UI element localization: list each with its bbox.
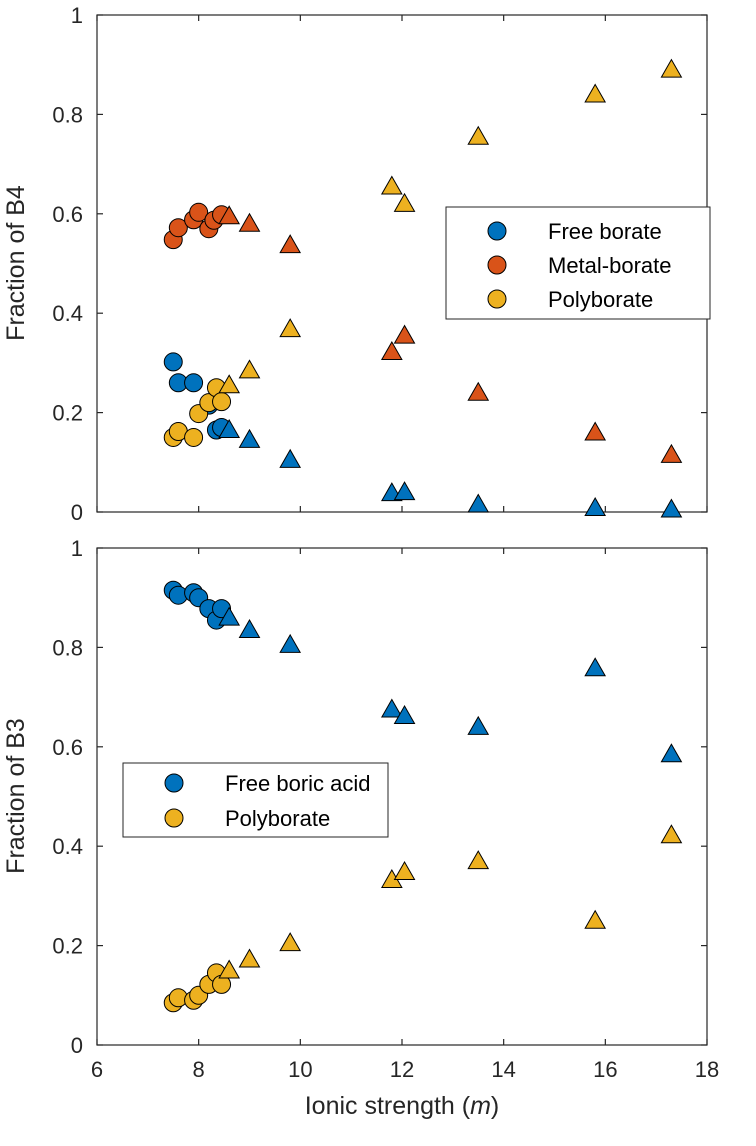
bottom-point-triangle-free-boric-acid <box>467 715 490 735</box>
bottom-y-tick-label: 0 <box>71 1033 83 1058</box>
top-point-triangle-free-borate <box>393 481 416 501</box>
bottom-y-tick-label: 0.2 <box>52 934 83 959</box>
bottom-y-axis-title: Fraction of B3 <box>2 718 30 874</box>
top-point-triangle-polyborate <box>393 192 416 212</box>
bottom-ticks: 00.20.40.60.816 8 10 12 14 16 18 <box>52 536 719 1082</box>
top-point-triangle-free-borate <box>660 498 683 518</box>
top-point-triangle-metal-borate <box>467 381 490 401</box>
top-point-triangle-free-borate <box>467 493 490 513</box>
bottom-legend-box <box>122 762 389 838</box>
bottom-point-triangle-polyborate <box>393 861 416 881</box>
bottom-x-tick-label: 8 <box>193 1057 205 1082</box>
top-y-tick-label: 1 <box>71 3 83 28</box>
bottom-point-triangle-polyborate <box>279 932 302 952</box>
top-y-tick-label: 0.8 <box>52 102 83 127</box>
bottom-x-tick-label: 6 <box>91 1057 103 1082</box>
bottom-point-triangle-free-boric-acid <box>238 618 261 639</box>
top-point-triangle-metal-borate <box>218 205 241 225</box>
top-point-triangle-polyborate <box>467 125 490 145</box>
bottom-y-tick-label: 1 <box>71 536 83 561</box>
top-legend-label-metal-borate: Metal-borate <box>548 253 672 278</box>
top-point-triangle-metal-borate <box>238 212 261 232</box>
top-point-triangle-free-borate <box>279 448 302 468</box>
top-y-tick-label: 0 <box>71 500 83 525</box>
top-point-triangle-free-borate <box>218 418 241 438</box>
bottom-point-triangle-free-boric-acid <box>380 698 403 718</box>
x-axis-title-suffix: ) <box>491 1092 499 1120</box>
bottom-legend-label-polyborate: Polyborate <box>225 806 330 831</box>
top-point-circle-polyborate <box>212 392 232 412</box>
bottom-point-triangle-polyborate <box>467 850 490 870</box>
top-point-triangle-metal-borate <box>584 421 607 441</box>
top-y-axis-title: Fraction of B4 <box>2 185 30 341</box>
bottom-y-tick-label: 0.8 <box>52 635 83 660</box>
top-point-triangle-polyborate <box>660 58 683 78</box>
top-legend-marker-free-borate <box>487 221 507 241</box>
top-point-circle-metal-borate <box>168 218 188 238</box>
bottom-x-tick-label: 12 <box>390 1057 414 1082</box>
top-point-triangle-polyborate <box>584 83 607 103</box>
bottom-y-tick-label: 0.4 <box>52 834 83 859</box>
bottom-point-triangle-polyborate <box>238 948 261 968</box>
bottom-x-tick-label: 18 <box>695 1057 719 1082</box>
top-panel: 0 0.2 0.4 0.6 0.8 1 Free borate Metal-borate Po… <box>2 3 711 525</box>
top-point-circle-free-borate <box>184 373 204 393</box>
bottom-legend-marker-polyborate <box>164 808 184 828</box>
top-ticks: 0 0.2 0.4 0.6 0.8 1 <box>52 3 708 525</box>
bottom-markers <box>163 580 683 1013</box>
bottom-panel: 00.20.40.60.816 8 10 12 14 16 18 Free boric ac… <box>2 536 719 1120</box>
bottom-legend: Free boric acid Polyborate <box>122 762 389 838</box>
bottom-point-triangle-polyborate <box>584 909 607 929</box>
top-point-triangle-free-borate <box>238 428 261 448</box>
bottom-point-triangle-free-boric-acid <box>584 657 607 677</box>
top-y-tick-label: 0.2 <box>52 401 83 426</box>
top-point-triangle-metal-borate <box>380 340 403 360</box>
top-point-triangle-polyborate <box>238 359 261 379</box>
top-y-tick-label: 0.6 <box>52 202 83 227</box>
top-markers <box>163 58 683 518</box>
bottom-y-tick-label: 0.6 <box>52 735 83 760</box>
top-point-triangle-polyborate <box>218 374 241 394</box>
bottom-x-tick-label: 10 <box>288 1057 312 1082</box>
bottom-point-triangle-free-boric-acid <box>279 633 302 653</box>
x-axis-title: Ionic strength (m) <box>305 1092 500 1120</box>
bottom-point-triangle-polyborate <box>660 824 683 844</box>
top-legend-marker-metal-borate <box>487 255 507 275</box>
bottom-legend-marker-free-boric-acid <box>164 773 184 793</box>
top-point-circle-metal-borate <box>189 202 209 222</box>
bottom-point-triangle-polyborate <box>218 959 241 979</box>
x-axis-title-prefix: Ionic strength ( <box>305 1092 471 1120</box>
top-point-triangle-polyborate <box>380 175 403 195</box>
top-legend-marker-polyborate <box>487 289 507 309</box>
top-point-triangle-metal-borate <box>279 234 302 254</box>
bottom-x-tick-label: 16 <box>593 1057 617 1082</box>
top-point-triangle-metal-borate <box>660 443 683 463</box>
top-legend-label-polyborate: Polyborate <box>548 287 653 312</box>
top-point-circle-free-borate <box>163 352 183 372</box>
bottom-x-tick-label: 14 <box>491 1057 515 1082</box>
x-axis-title-unit: m <box>470 1092 491 1120</box>
top-point-triangle-metal-borate <box>393 324 416 344</box>
bottom-legend-label-free-boric-acid: Free boric acid <box>225 771 371 796</box>
bottom-point-triangle-free-boric-acid <box>393 704 416 724</box>
top-legend: Free borate Metal-borate Polyborate <box>445 206 711 320</box>
bottom-point-triangle-free-boric-acid <box>660 743 683 763</box>
top-point-triangle-free-borate <box>584 497 607 517</box>
top-y-tick-label: 0.4 <box>52 301 83 326</box>
top-legend-label-free-borate: Free borate <box>548 219 662 244</box>
top-point-triangle-polyborate <box>279 318 302 338</box>
top-point-circle-polyborate <box>184 427 204 447</box>
bottom-point-triangle-free-boric-acid <box>218 606 241 626</box>
